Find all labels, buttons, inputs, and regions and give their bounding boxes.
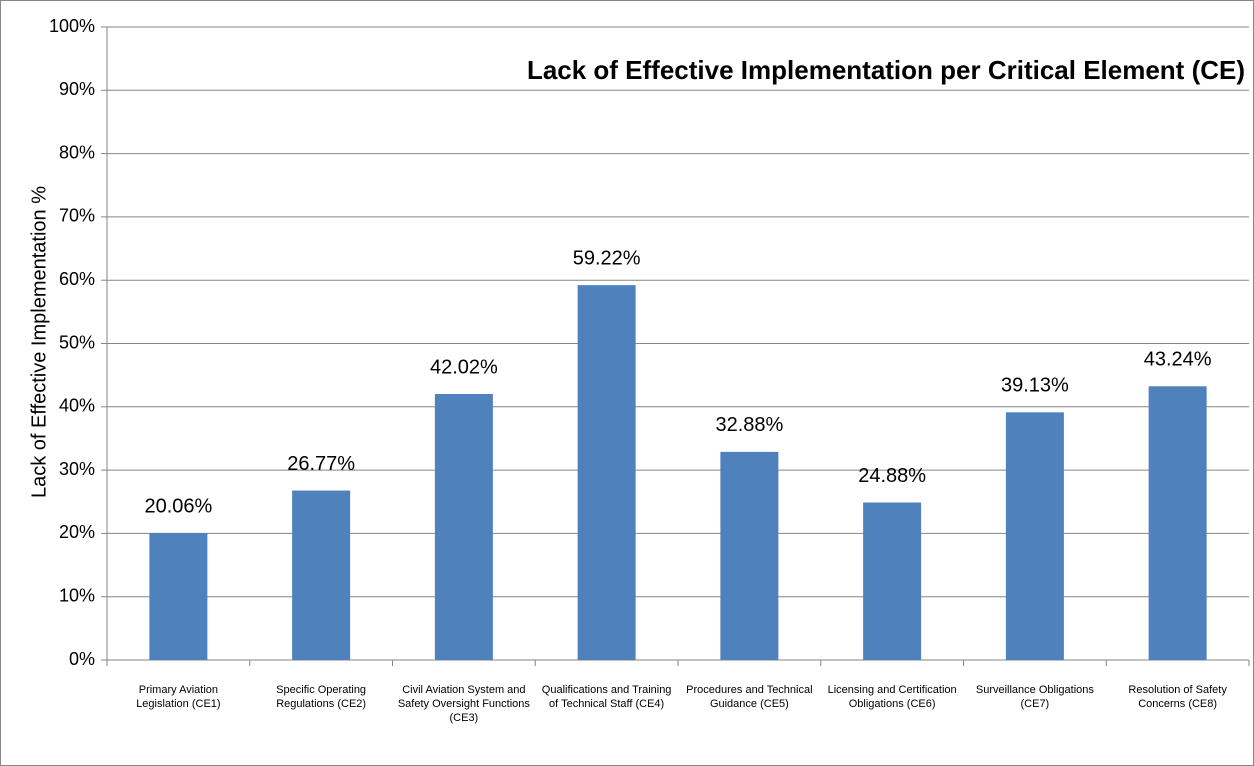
bar [1005,412,1064,660]
y-tick-label: 30% [59,459,95,479]
value-label: 32.88% [715,414,783,436]
x-tick-label: Procedures and Technical Guidance (CE5) [686,684,813,710]
bar [149,533,208,660]
y-tick-label: 10% [59,585,95,605]
bar [720,451,779,660]
y-tick-label: 90% [59,79,95,99]
y-tick-label: 40% [59,396,95,416]
value-label: 59.22% [573,247,641,269]
y-tick-label: 80% [59,142,95,162]
x-tick-label: Resolution of Safety Concerns (CE8) [1128,684,1227,710]
y-tick-label: 100% [49,16,95,36]
bar [863,502,922,660]
value-label: 20.06% [144,495,212,517]
chart-title: Lack of Effective Implementation per Cri… [527,55,1245,85]
x-tick-label: Licensing and Certification Obligations … [827,684,957,710]
x-tick-label: Surveillance Obligations (CE7) [975,684,1094,710]
y-axis-label: Lack of Effective Implementation % [28,186,50,498]
y-tick-label: 60% [59,269,95,289]
x-tick-label: Specific Operating Regulations (CE2) [276,684,367,710]
x-tick-label: Civil Aviation System and Safety Oversig… [397,684,530,724]
value-label: 42.02% [430,356,498,378]
x-tick-label: Qualifications and Training of Technical… [541,684,672,710]
y-tick-label: 0% [69,649,95,669]
x-tick-label: Primary Aviation Legislation (CE1) [136,684,221,710]
bar [1148,386,1207,660]
y-tick-label: 20% [59,522,95,542]
y-tick-label: 50% [59,332,95,352]
value-label: 43.24% [1144,349,1212,371]
value-label: 39.13% [1001,375,1069,397]
bar [434,394,493,660]
value-label: 24.88% [858,465,926,487]
y-tick-label: 70% [59,206,95,226]
bar [292,490,351,660]
value-label: 26.77% [287,453,355,475]
bar [577,285,636,660]
